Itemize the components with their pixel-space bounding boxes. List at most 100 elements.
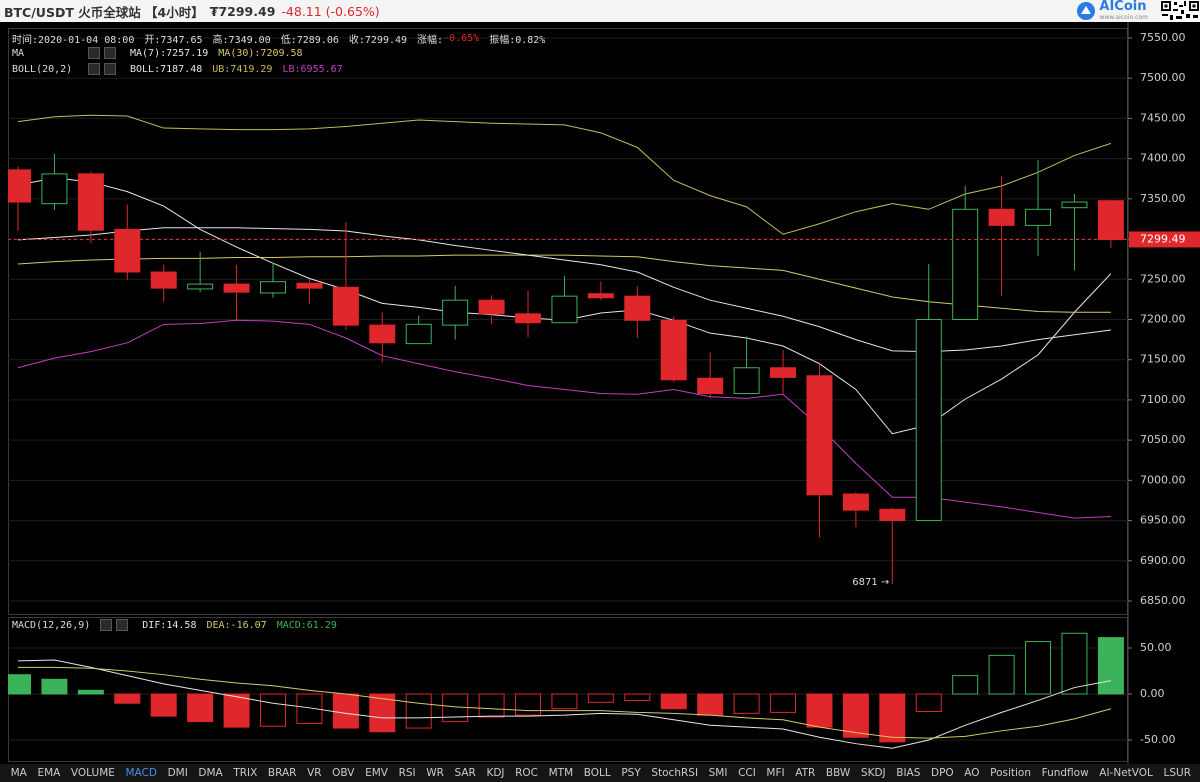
logo: AICoin www.aicoin.com [1099, 0, 1148, 22]
indicator-tab[interactable]: MA [10, 767, 27, 779]
indicator-tab[interactable]: DMA [198, 767, 223, 779]
macd-plot [8, 632, 1124, 749]
legend-entry: DEA:-16.07 [206, 619, 267, 631]
last-price-tag [1129, 231, 1200, 248]
candle-body [660, 319, 687, 381]
y-tick-label: 7200.00 [1140, 312, 1186, 325]
y-tick-label: 7450.00 [1140, 111, 1186, 124]
indicator-tab[interactable]: BOLL [583, 767, 611, 779]
indicator-tab[interactable]: CCI [738, 767, 756, 779]
macd-bar [587, 693, 614, 703]
indicator-tab[interactable]: Position [990, 767, 1032, 779]
indicator-tab[interactable]: EMA [37, 767, 61, 779]
legend-entry: MA(30):7209.58 [218, 47, 303, 59]
y-tick-label: 6950.00 [1140, 514, 1186, 527]
candle-body [988, 208, 1015, 226]
macd-bar [8, 674, 31, 695]
indicator-tab[interactable]: BBW [825, 767, 851, 779]
info-item: 时间:2020-01-04 08:00 [12, 35, 135, 46]
macd-bar [1061, 632, 1088, 695]
candle-body [1097, 200, 1124, 240]
indicator-tab[interactable]: StochRSI [651, 767, 699, 779]
candle-body [1025, 208, 1052, 226]
indicator-tab[interactable]: PSY [621, 767, 641, 779]
indicator-tab[interactable]: BRAR [267, 767, 297, 779]
candle-body [187, 283, 214, 290]
indicator-tab[interactable]: Fundflow [1041, 767, 1089, 779]
indicator-tab[interactable]: DMI [167, 767, 188, 779]
indicator-tab[interactable]: EMV [365, 767, 388, 779]
y-tick-label: 7050.00 [1140, 433, 1186, 446]
candle-body [806, 375, 833, 496]
indicator-tab[interactable]: AI-NetVOL [1099, 767, 1153, 779]
indicator-tab[interactable]: MACD [125, 767, 157, 779]
macd-bar [624, 693, 651, 701]
candle-body [405, 323, 432, 345]
macd-bar [260, 693, 287, 727]
candle-body [114, 228, 141, 273]
candle-body [587, 293, 614, 299]
indicator-tab[interactable]: SMI [708, 767, 728, 779]
indicator-tab[interactable]: RSI [398, 767, 416, 779]
indicator-tab[interactable]: TRIX [233, 767, 258, 779]
indicator-label: BOLL(20,2) [12, 63, 73, 75]
settings-icon[interactable] [88, 63, 100, 75]
logo-url: www.aicoin.com [1099, 13, 1148, 21]
close-icon[interactable] [116, 619, 129, 631]
macd-bar [187, 693, 214, 723]
y-tick-label: 7400.00 [1140, 152, 1186, 165]
indicator-tab[interactable]: MFI [766, 767, 785, 779]
candle-body [478, 299, 505, 315]
logo-name: AICoin [1099, 0, 1147, 14]
candle-body [952, 208, 979, 320]
candle-body [223, 283, 250, 293]
y-tick-label: 7550.00 [1140, 31, 1186, 44]
indicator-line [17, 114, 1112, 235]
macd-legend: MACD(12,26,9) DIF:14.58 DEA:-16.07 MACD:61.… [12, 619, 337, 631]
indicator-tab[interactable]: AO [964, 767, 980, 779]
macd-bar [770, 693, 797, 713]
indicator-tab[interactable]: LSUR [1163, 767, 1192, 779]
candle-body [442, 299, 469, 326]
macd-bar [77, 689, 104, 695]
indicator-tab[interactable]: SKDJ [860, 767, 886, 779]
indicator-tab[interactable]: DPO [930, 767, 954, 779]
indicator-tab[interactable]: BIAS [896, 767, 921, 779]
indicator-tab[interactable]: MTM [548, 767, 574, 779]
indicator-tab[interactable]: KDJ [486, 767, 505, 779]
close-icon[interactable] [104, 47, 116, 59]
indicator-tab[interactable]: ROC [515, 767, 539, 779]
macd-bar [952, 675, 979, 695]
boll-legend: BOLL(20,2) BOLL:7187.48 UB:7419.29 LB:6955.… [12, 63, 343, 75]
indicator-label: MACD(12,26,9) [12, 619, 91, 631]
legend-entry: MACD:61.29 [276, 619, 337, 631]
indicator-tab[interactable]: VOLUME [70, 767, 115, 779]
candle-body [1061, 201, 1088, 209]
indicator-line [18, 666, 1112, 739]
info-item: 开:7347.65 [144, 35, 203, 46]
indicator-tab[interactable]: OBV [332, 767, 355, 779]
settings-icon[interactable] [100, 619, 113, 631]
indicator-tab[interactable]: SAR [454, 767, 476, 779]
close-icon[interactable] [104, 63, 116, 75]
macd-bar [879, 693, 906, 743]
macd-bar [150, 693, 177, 717]
legend-entry: MA(7):7257.19 [130, 47, 209, 59]
legend-entry: DIF:14.58 [142, 619, 197, 631]
y-tick-label: 50.00 [1140, 641, 1172, 654]
ma-legend: MA MA(7):7257.19 MA(30):7209.58 [12, 47, 303, 59]
macd-bar [551, 693, 578, 710]
indicator-tab[interactable]: WR [426, 767, 444, 779]
y-tick-label: 6900.00 [1140, 554, 1186, 567]
axis: 6850.00 6900.00 6950.00 7000.00 7050.00 7100.… [1128, 31, 1200, 746]
candle-body [296, 282, 323, 289]
candle-body [879, 508, 906, 522]
indicator-tab[interactable]: ATR [795, 767, 816, 779]
macd-bar [660, 693, 687, 710]
settings-icon[interactable] [88, 47, 100, 59]
indicator-tab[interactable]: VR [307, 767, 322, 779]
legend-entry: LB:6955.67 [282, 63, 343, 75]
macd-bar [988, 654, 1015, 695]
